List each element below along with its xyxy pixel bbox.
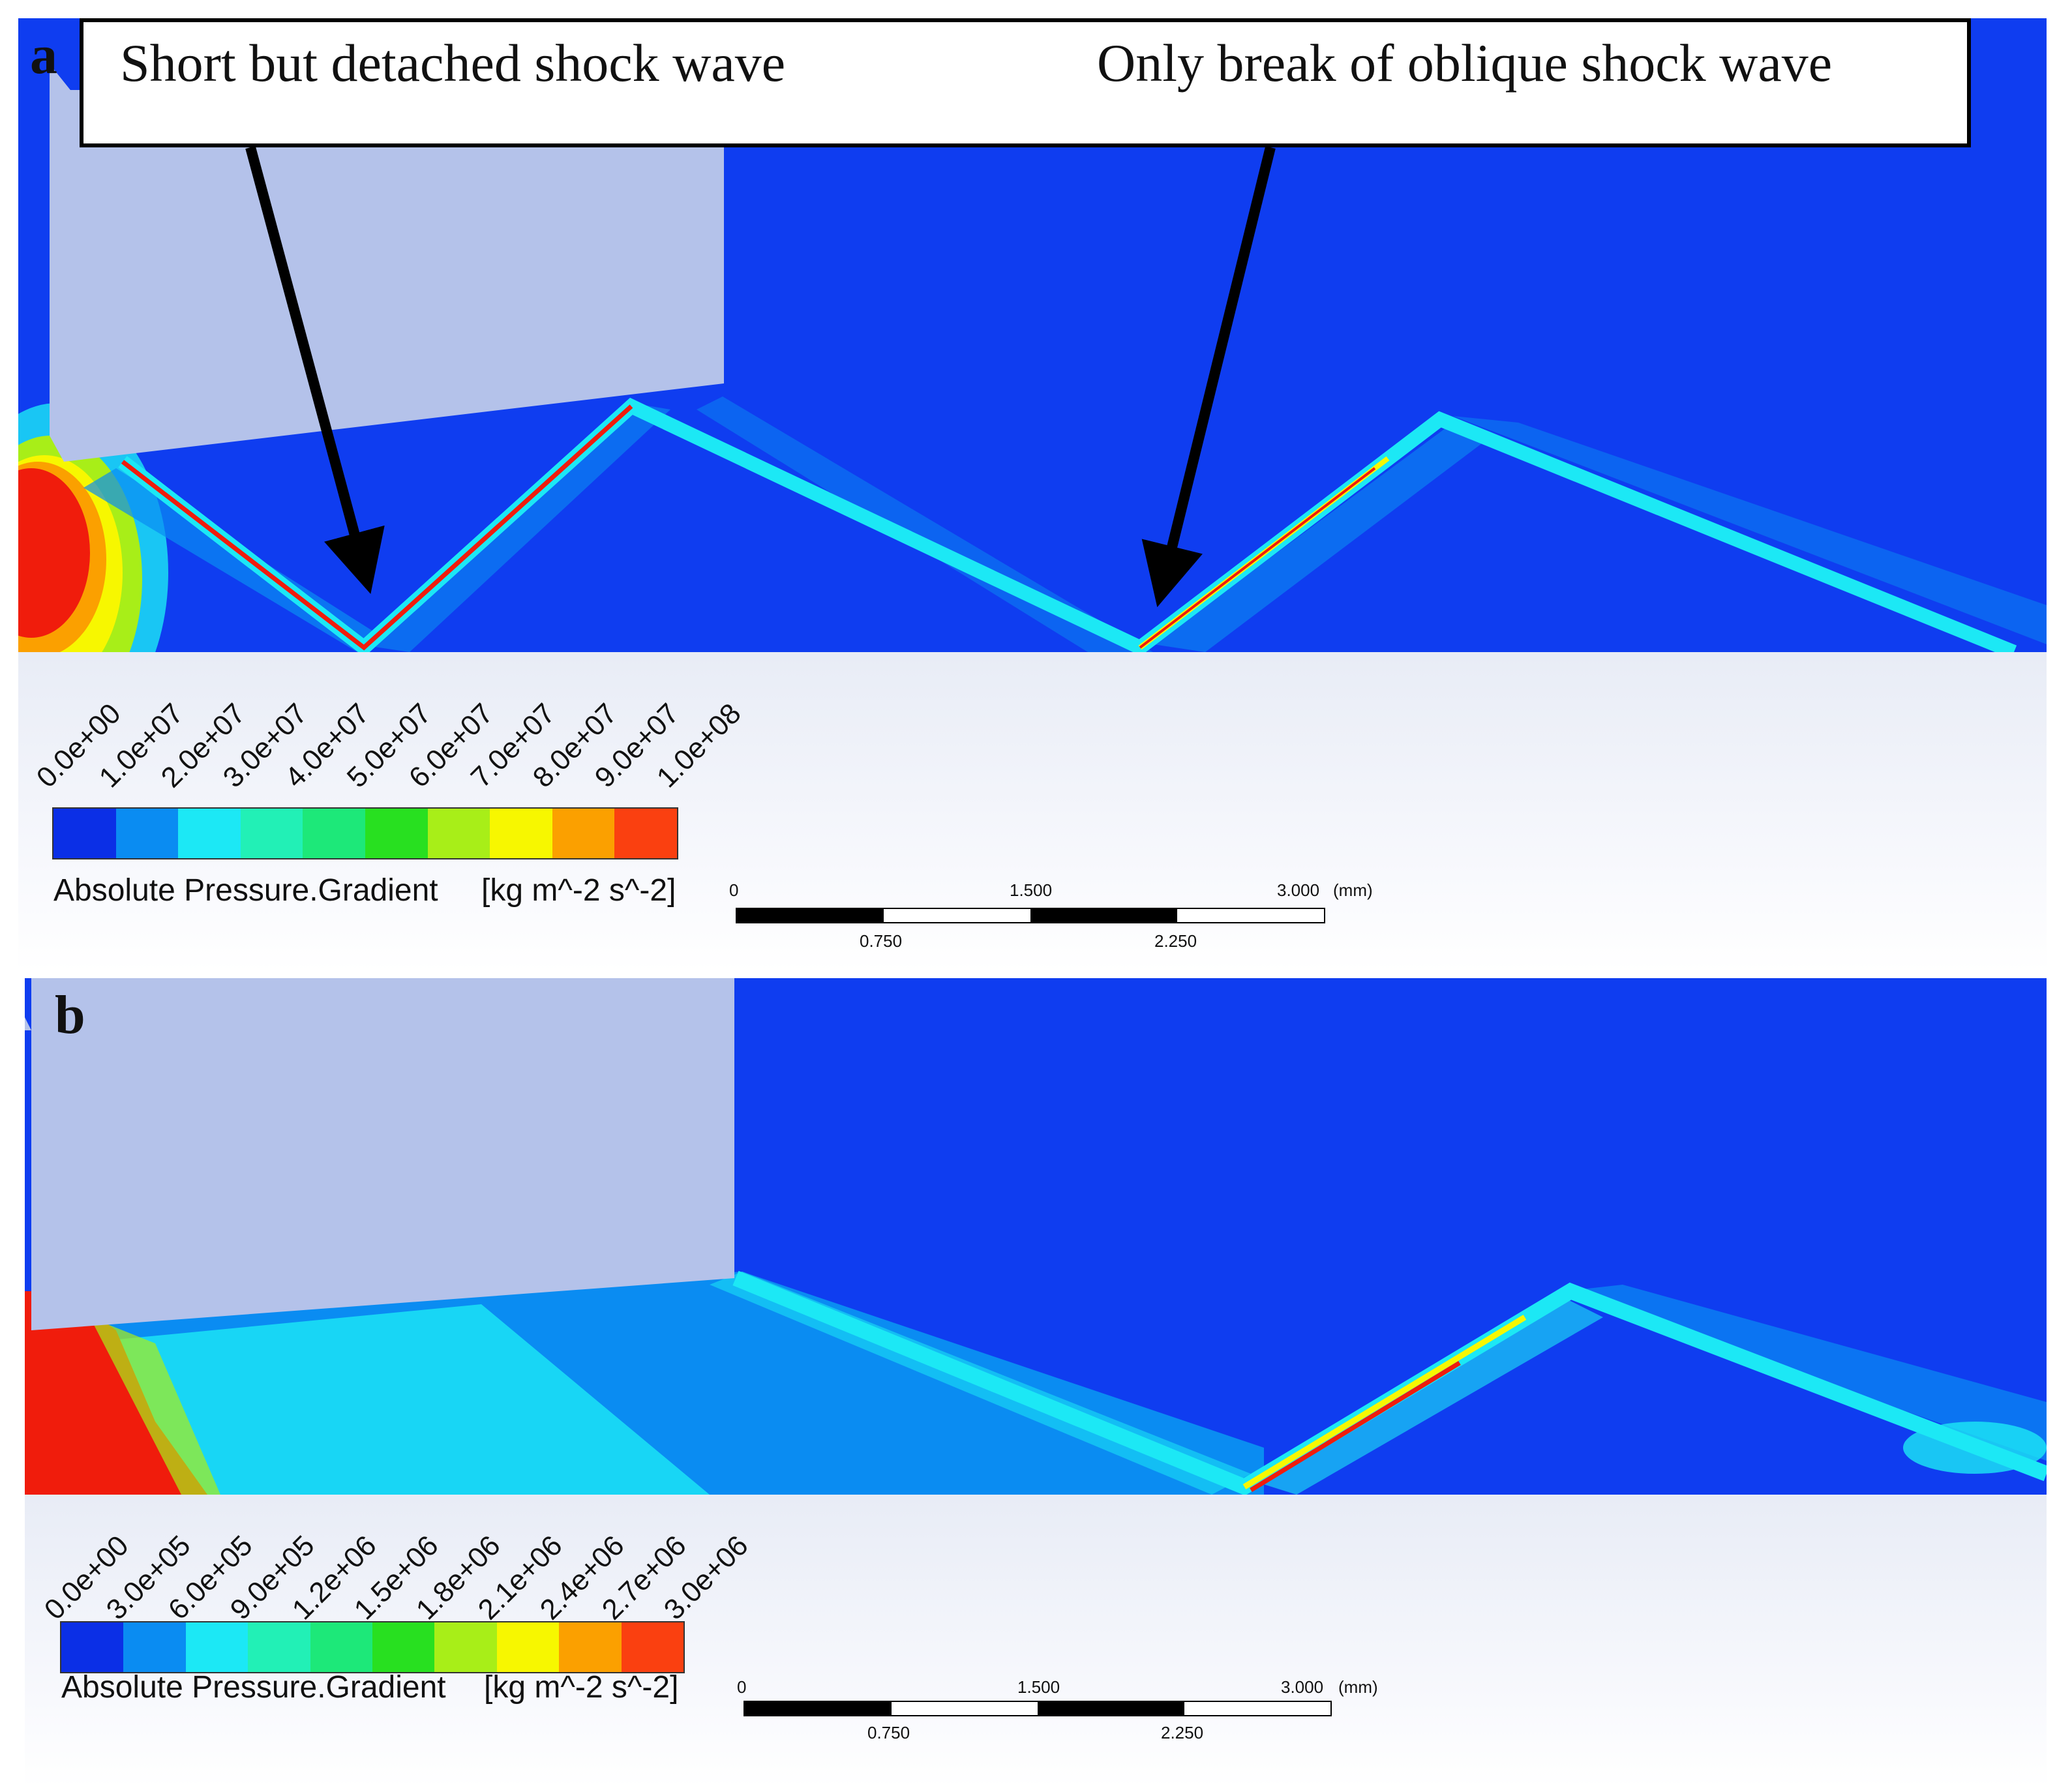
scale-label: 1.500 — [1017, 1677, 1060, 1697]
callout-arrows — [245, 145, 1276, 608]
scale-label: 0 — [737, 1677, 747, 1697]
colorbar-segment — [303, 809, 365, 858]
colorbar-segment — [61, 1622, 124, 1672]
scale-label: 0.750 — [860, 931, 903, 951]
callout-box — [80, 18, 1971, 147]
colorbar-segment — [552, 809, 615, 858]
colorbar-segment — [496, 1622, 560, 1672]
callout-right-text: Only break of oblique shock wave — [1097, 33, 1833, 93]
panel-label-b: b — [55, 985, 85, 1045]
scale-unit: (mm) — [1333, 880, 1373, 900]
colorbar-segment — [53, 809, 116, 858]
colorbar-segment — [310, 1622, 373, 1672]
scale-bar-b — [743, 1701, 1332, 1716]
colorbar-unit-b: [kg m^-2 s^-2] — [484, 1670, 679, 1705]
colorbar-segment — [621, 1622, 684, 1672]
panel-a: a 0.0e+00 1.0e+07 2.0e+07 3.0e+07 4.0e+0… — [18, 18, 2047, 972]
colorbar-segment — [115, 809, 179, 858]
colorbar-a — [52, 807, 678, 859]
colorbar-b — [60, 1621, 685, 1673]
arrow-left — [245, 145, 385, 594]
colorbar-segment — [614, 809, 677, 858]
colorbar-title-a: Absolute Pressure.Gradient — [53, 873, 438, 908]
scale-unit: (mm) — [1338, 1677, 1378, 1697]
colorbar-segment — [365, 809, 428, 858]
scale-label: 1.500 — [1010, 880, 1053, 900]
colorbar-segment — [248, 1622, 310, 1672]
colorbar-segment — [240, 809, 303, 858]
arrow-right — [1141, 146, 1276, 608]
colorbar-segment — [123, 1622, 186, 1672]
scale-label: 2.250 — [1154, 931, 1197, 951]
colorbar-segment — [434, 1622, 497, 1672]
colorbar-segment — [427, 809, 490, 858]
colorbar-unit-a: [kg m^-2 s^-2] — [481, 873, 676, 908]
colorbar-title-b: Absolute Pressure.Gradient — [61, 1670, 446, 1705]
panel-label-a: a — [30, 25, 57, 85]
scale-label: 0.750 — [867, 1723, 910, 1742]
callout-left-text: Short but detached shock wave — [120, 33, 786, 93]
colorbar-segment — [178, 809, 241, 858]
scale-label: 3.000 — [1281, 1677, 1324, 1697]
scale-bar-a — [736, 908, 1325, 923]
colorbar-segment — [185, 1622, 248, 1672]
contour-field-b — [25, 978, 2047, 1495]
colorbar-segment — [490, 809, 552, 858]
scale-label: 0 — [729, 880, 739, 900]
panel-b: b 0.0e+00 3.0e+05 6.0e+05 9.0e+05 1.2e+0… — [0, 978, 2057, 1792]
pressure-gradient-contour-b — [25, 978, 2047, 1495]
colorbar-segment — [559, 1622, 622, 1672]
scale-label: 2.250 — [1161, 1723, 1204, 1742]
scale-label: 3.000 — [1277, 880, 1320, 900]
colorbar-segment — [372, 1622, 435, 1672]
